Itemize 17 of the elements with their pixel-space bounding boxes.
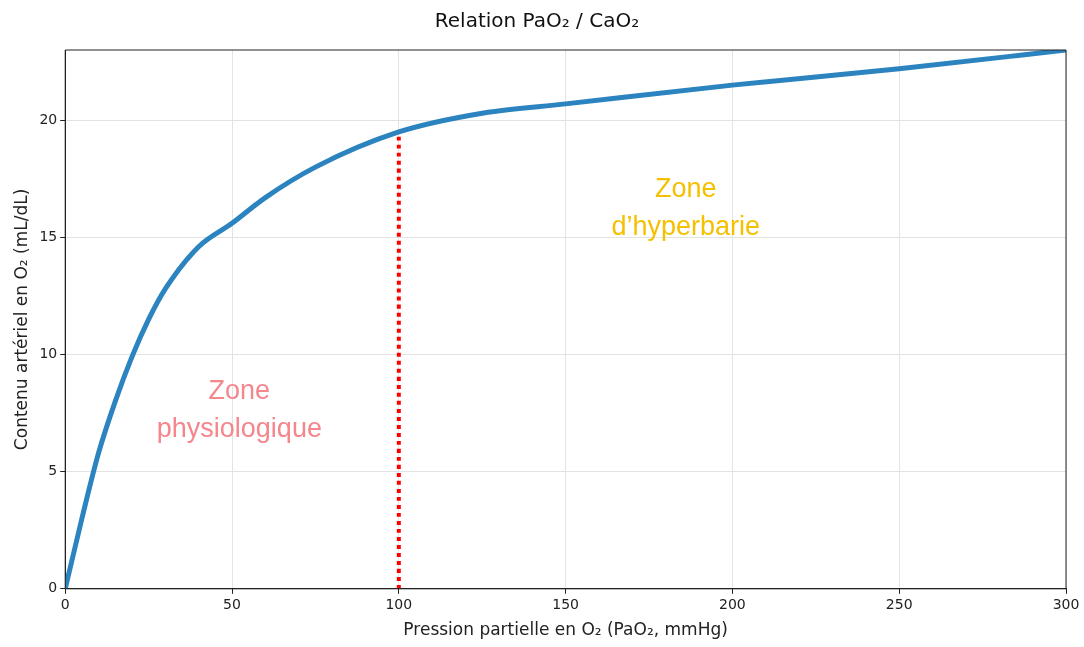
x-tick-label: 100: [385, 595, 413, 612]
x-tick-label: 250: [885, 595, 913, 612]
y-axis-title: Contenu artériel en O₂ (mL/dL): [10, 188, 31, 451]
y-tick-label: 10: [39, 345, 58, 362]
annotation: Zone physiologique: [156, 375, 322, 444]
y-tick-label: 5: [48, 462, 58, 479]
x-tick-label: 150: [552, 595, 579, 612]
y-tick-label: 0: [48, 579, 58, 596]
y-tick-label: 20: [39, 110, 58, 127]
x-tick-label: 0: [60, 595, 70, 612]
x-tick-label: 300: [1052, 595, 1080, 612]
y-tick-label: 15: [39, 228, 58, 245]
x-tick-label: 200: [719, 595, 746, 612]
x-tick-label: 50: [223, 595, 241, 612]
x-axis-title: Pression partielle en O₂ (PaO₂, mmHg): [403, 619, 728, 640]
chart-title: Relation PaO₂ / CaO₂: [434, 8, 640, 33]
annotation: Zone d’hyperbarie: [611, 173, 760, 242]
